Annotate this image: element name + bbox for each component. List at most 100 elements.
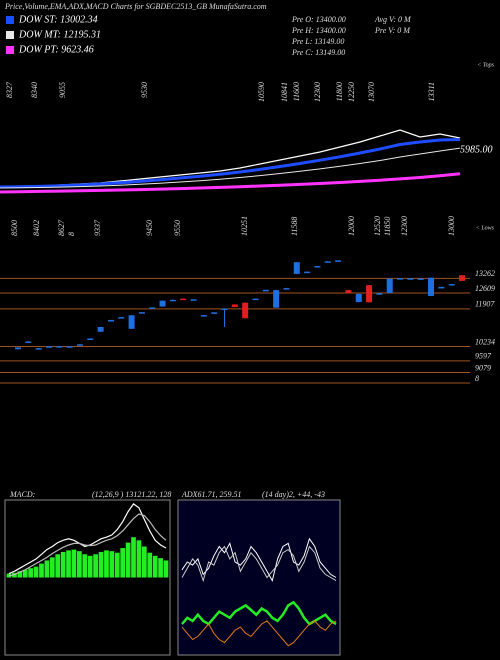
candle-body — [366, 285, 373, 303]
low-label: 13000 — [447, 216, 456, 236]
info-label: Pre O: 13400.00 — [291, 15, 346, 24]
candle-body — [355, 293, 362, 303]
top-label: 10590 — [257, 82, 266, 102]
candle-body — [45, 346, 52, 348]
histogram-bar — [114, 552, 120, 578]
histogram-bar — [120, 548, 126, 578]
top-label: 12250 — [347, 82, 356, 102]
legend-swatch — [6, 31, 14, 39]
top-label: 13311 — [427, 82, 436, 101]
candle-body — [407, 278, 414, 280]
candle-body — [397, 278, 404, 280]
legend-label: DOW PT: 9623.46 — [18, 44, 94, 55]
candle-body — [231, 304, 238, 307]
low-label: 12300 — [400, 216, 409, 236]
candle-body — [169, 299, 176, 302]
candle-body — [335, 260, 342, 262]
histogram-bar — [28, 568, 34, 578]
histogram-bar — [77, 551, 82, 578]
candle-body — [283, 288, 290, 290]
info-label: Pre L: 13149.00 — [291, 37, 344, 46]
histogram-bar — [60, 551, 66, 578]
low-label: 12520 — [373, 216, 382, 236]
candle-body — [66, 346, 73, 348]
candle-body — [107, 320, 114, 322]
candle-body — [376, 293, 383, 295]
low-label: 10251 — [240, 216, 249, 236]
candle-body — [252, 298, 259, 301]
candle-body — [200, 315, 207, 317]
histogram-bar — [125, 542, 131, 578]
adx-title: ADX61.71, 259.51 — [181, 490, 242, 499]
candle-body — [324, 261, 331, 263]
candle-body — [190, 299, 197, 301]
histogram-bar — [163, 560, 169, 578]
lows-label: < Lows — [476, 225, 495, 231]
info-label: Pre V: 0 M — [374, 26, 411, 35]
legend-swatch — [6, 16, 14, 24]
adx-panel — [177, 499, 341, 656]
histogram-bar — [131, 537, 136, 578]
series-line — [0, 172, 461, 194]
low-label: 8 — [67, 232, 76, 236]
y-tick-label: 10234 — [475, 337, 495, 346]
legend-swatch — [6, 46, 14, 54]
y-tick-label: 13262 — [475, 269, 495, 278]
y-tick-label: 11907 — [475, 300, 495, 309]
low-label: 9550 — [173, 220, 182, 236]
candle-body — [159, 300, 166, 307]
top-label: 8340 — [30, 82, 39, 98]
legend-label: DOW ST: 13002.34 — [18, 14, 98, 25]
candle-body — [128, 315, 135, 329]
histogram-bar — [17, 571, 23, 578]
candle-body — [428, 277, 435, 296]
candle-body — [56, 346, 63, 348]
y-tick-label: 8 — [475, 374, 479, 383]
series-line — [8, 513, 167, 577]
y-tick-label: 12609 — [475, 284, 495, 293]
histogram-bar — [71, 549, 77, 578]
candle-body — [180, 298, 187, 301]
histogram-bar — [98, 551, 104, 578]
series-line — [0, 147, 461, 189]
histogram-bar — [39, 563, 44, 578]
candle-body — [221, 308, 228, 311]
candle-body — [314, 266, 321, 268]
candle-body — [345, 290, 352, 294]
histogram-bar — [136, 540, 142, 578]
histogram-bar — [33, 566, 39, 578]
histogram-bar — [93, 554, 98, 578]
low-label: 9450 — [145, 220, 154, 236]
low-label: 11588 — [290, 217, 299, 236]
candle-body — [25, 341, 32, 344]
candle-body — [448, 284, 455, 286]
candle-body — [417, 278, 424, 280]
candle-body — [97, 327, 104, 332]
candle-body — [118, 317, 125, 319]
candle-body — [459, 275, 465, 281]
candle-body — [149, 307, 156, 309]
adx-subtitle: (14 day)2, +44, -43 — [262, 490, 325, 499]
histogram-bar — [66, 550, 71, 578]
low-label: 8402 — [32, 220, 41, 236]
info-label: Pre H: 13400.00 — [291, 26, 346, 35]
top-label: 8327 — [5, 81, 14, 98]
histogram-bar — [55, 554, 61, 578]
top-label: 12300 — [313, 82, 322, 102]
legend-label: DOW MT: 12195.31 — [18, 29, 101, 40]
candle-body — [293, 262, 300, 274]
series-line — [181, 537, 337, 582]
y-tick-label: 9079 — [475, 363, 491, 372]
candle-body — [35, 348, 42, 350]
candle-body — [87, 338, 94, 340]
histogram-bar — [44, 560, 50, 578]
series-line — [0, 138, 461, 189]
low-label: 9337 — [93, 219, 102, 236]
candle-body — [386, 278, 393, 294]
top-label: 11800 — [335, 82, 344, 101]
top-label: 10841 — [280, 82, 289, 102]
info-label: Avg V: 0 M — [374, 15, 412, 24]
top-label: 11600 — [292, 82, 301, 101]
chart-title: Price,Volume,EMA,ADX,MACD Charts for SGB… — [4, 2, 267, 11]
